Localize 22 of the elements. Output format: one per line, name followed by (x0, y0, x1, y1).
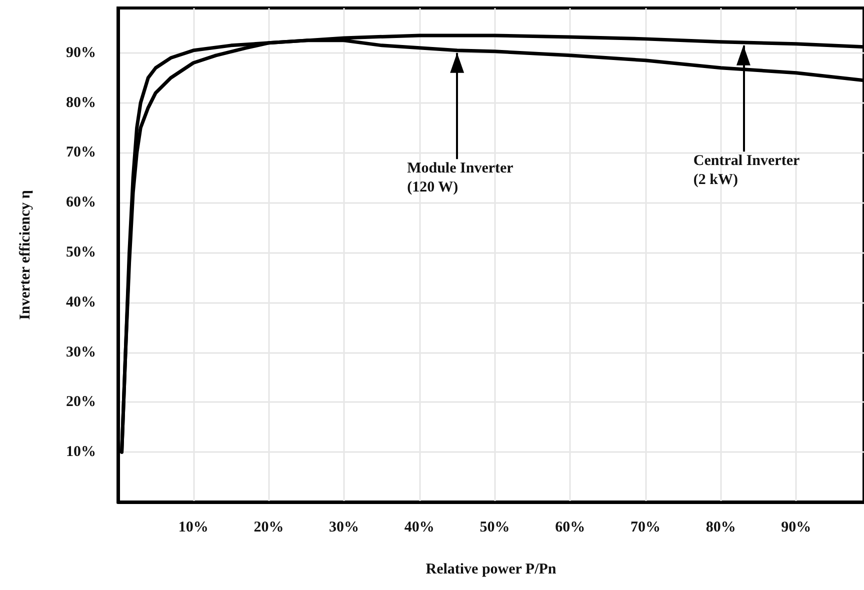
x-tick-label: 80% (706, 520, 736, 536)
x-axis-title: Relative power P/Pn (426, 562, 557, 578)
x-tick-label: 20% (254, 520, 284, 536)
y-tick-label: 40% (66, 294, 96, 310)
y-tick-label: 90% (66, 44, 96, 61)
y-tick-label: 60% (66, 194, 96, 211)
x-tick-label: 70% (630, 520, 660, 536)
x-tick-label: 30% (329, 520, 360, 536)
x-tick-label: 60% (555, 520, 586, 536)
annotation: Central Inverter (2 kW) (693, 153, 804, 188)
y-tick-label: 10% (66, 444, 96, 460)
annotation: Module Inverter (120 W) (407, 160, 517, 196)
x-tick-label: 50% (480, 520, 510, 536)
x-tick-label: 10% (178, 520, 208, 536)
y-axis-title: Inverter efficiency η (18, 190, 34, 320)
x-tick-label: 40% (404, 520, 434, 536)
y-tick-label: 20% (66, 394, 96, 410)
x-tick-label: 90% (781, 520, 812, 536)
y-tick-label: 50% (66, 244, 96, 261)
y-tick-label: 70% (66, 144, 96, 161)
y-tick-label: 80% (66, 94, 96, 111)
y-tick-label: 30% (66, 344, 96, 360)
